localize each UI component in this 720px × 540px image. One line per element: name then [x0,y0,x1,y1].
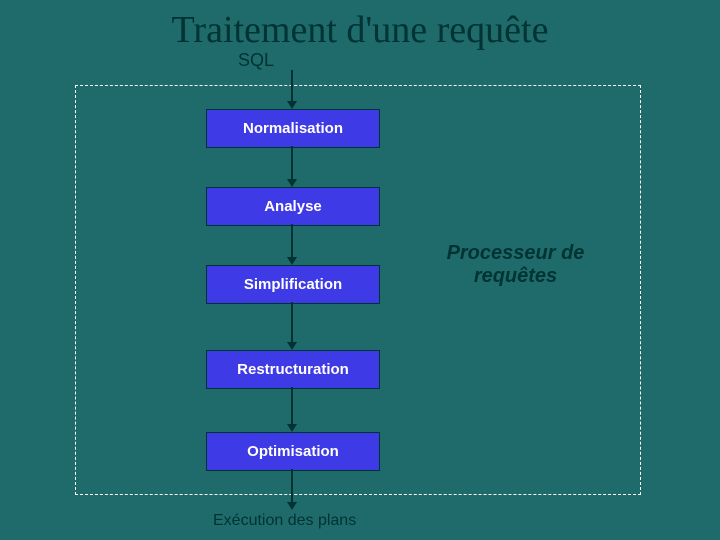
step-box-4: Restructuration [206,350,380,389]
slide: Traitement d'une requête SQL Processeur … [0,0,720,540]
processor-label: Processeur de requêtes [418,242,613,288]
execution-label: Exécution des plans [213,512,356,530]
arrow-head-6 [287,502,297,510]
processor-label-line1: Processeur de [447,242,585,264]
processor-label-line2: requêtes [474,265,557,287]
step-box-3: Simplification [206,265,380,304]
step-box-2: Analyse [206,187,380,226]
sql-input-label: SQL [238,50,274,71]
step-box-1: Normalisation [206,109,380,148]
step-box-5: Optimisation [206,432,380,471]
slide-title: Traitement d'une requête [0,8,720,52]
